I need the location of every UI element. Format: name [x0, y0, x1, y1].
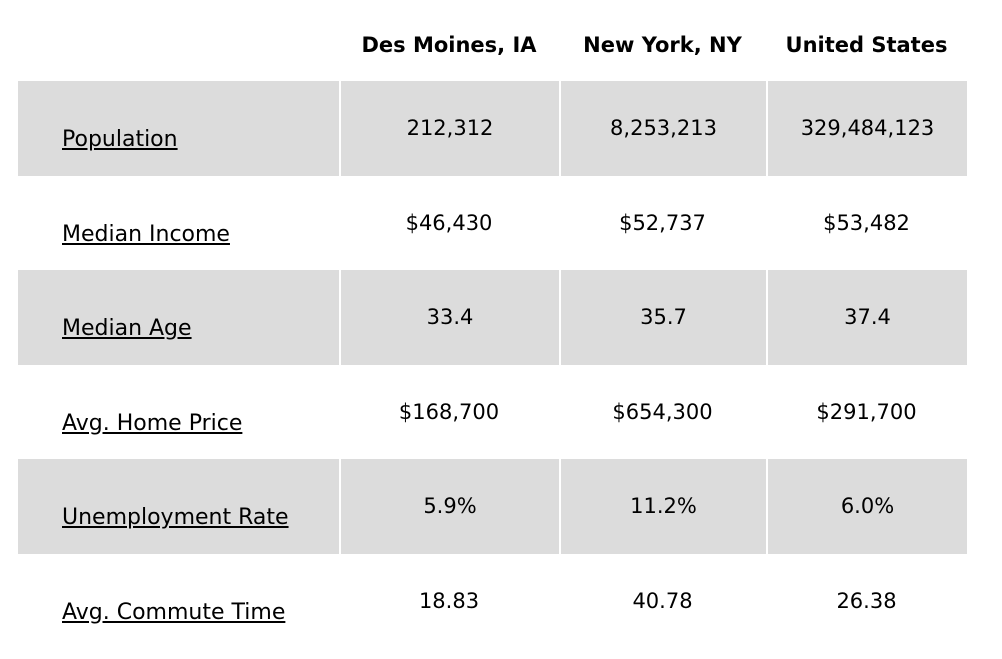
column-header-new-york: New York, NY: [559, 0, 766, 81]
comparison-table: Des Moines, IA New York, NY United State…: [18, 0, 967, 648]
table-cell: $654,300: [559, 365, 766, 460]
column-header-des-moines: Des Moines, IA: [339, 0, 559, 81]
table-row-median-income: Median Income $46,430 $52,737 $53,482: [18, 176, 967, 271]
table-cell: 212,312: [339, 81, 559, 176]
table-cell: 11.2%: [559, 459, 766, 554]
table-cell: 40.78: [559, 554, 766, 649]
row-label-cell: Median Age: [18, 270, 339, 365]
avg-home-price-link[interactable]: Avg. Home Price: [62, 411, 242, 436]
row-label-cell: Avg. Commute Time: [18, 554, 339, 649]
table-row-unemployment-rate: Unemployment Rate 5.9% 11.2% 6.0%: [18, 459, 967, 554]
median-income-link[interactable]: Median Income: [62, 222, 230, 247]
row-label-cell: Avg. Home Price: [18, 365, 339, 460]
table-cell: 26.38: [766, 554, 967, 649]
table-cell: 6.0%: [766, 459, 967, 554]
table-row-population: Population 212,312 8,253,213 329,484,123: [18, 81, 967, 176]
table-cell: 37.4: [766, 270, 967, 365]
table-row-median-age: Median Age 33.4 35.7 37.4: [18, 270, 967, 365]
median-age-link[interactable]: Median Age: [62, 316, 192, 341]
table-cell: $46,430: [339, 176, 559, 271]
row-label-cell: Population: [18, 81, 339, 176]
table-cell: 33.4: [339, 270, 559, 365]
table-cell: $53,482: [766, 176, 967, 271]
population-link[interactable]: Population: [62, 127, 178, 152]
row-label-cell: Median Income: [18, 176, 339, 271]
table-cell: $52,737: [559, 176, 766, 271]
table-cell: $168,700: [339, 365, 559, 460]
avg-commute-time-link[interactable]: Avg. Commute Time: [62, 600, 285, 625]
table-row-avg-commute-time: Avg. Commute Time 18.83 40.78 26.38: [18, 554, 967, 649]
table-cell: 18.83: [339, 554, 559, 649]
table-cell: 35.7: [559, 270, 766, 365]
column-header-united-states: United States: [766, 0, 967, 81]
table-cell: 5.9%: [339, 459, 559, 554]
table-cell: 8,253,213: [559, 81, 766, 176]
table-cell: $291,700: [766, 365, 967, 460]
table-cell: 329,484,123: [766, 81, 967, 176]
table-header-row: Des Moines, IA New York, NY United State…: [18, 0, 967, 81]
header-empty-cell: [18, 0, 339, 81]
row-label-cell: Unemployment Rate: [18, 459, 339, 554]
unemployment-rate-link[interactable]: Unemployment Rate: [62, 505, 289, 530]
table-row-avg-home-price: Avg. Home Price $168,700 $654,300 $291,7…: [18, 365, 967, 460]
